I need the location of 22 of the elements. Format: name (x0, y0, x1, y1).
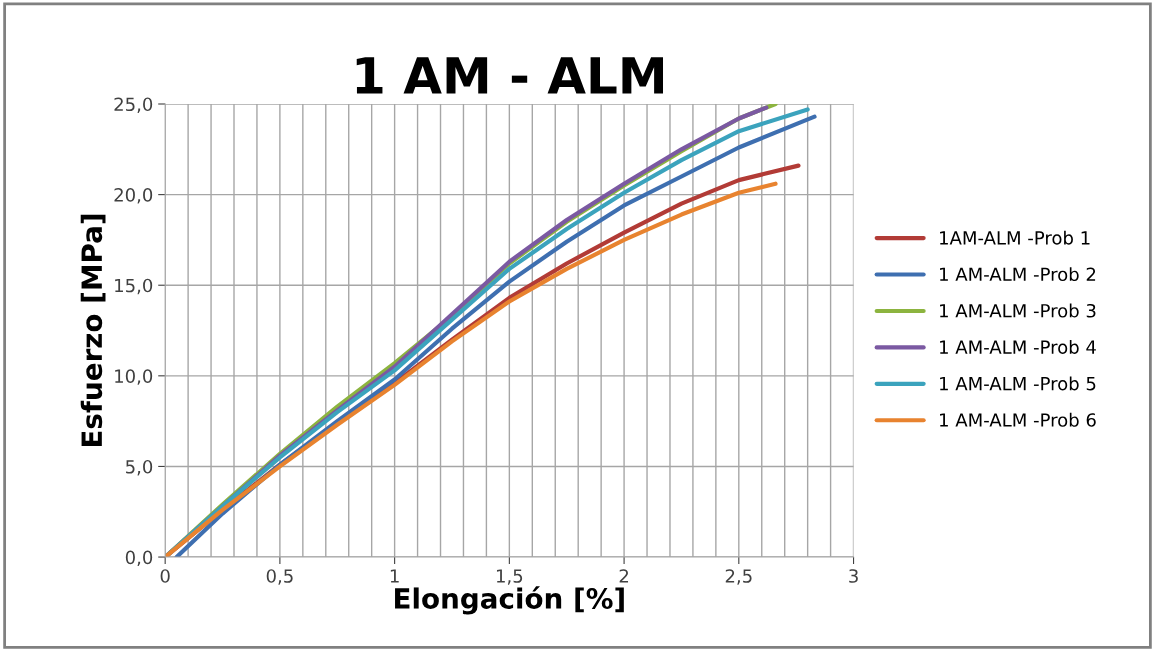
legend-label: 1AM-ALM -Prob 1 (940, 230, 1090, 245)
x-tick-label: 2 (619, 569, 629, 583)
legend-label: 1 AM-ALM -Prob 6 (940, 412, 1096, 427)
legend-label: 1 AM-ALM -Prob 2 (940, 267, 1096, 282)
y-tick-label: 5,0 (126, 459, 153, 476)
x-tick-label: 2,5 (725, 569, 752, 585)
y-tick-label: 15,0 (115, 278, 153, 295)
legend-label: 1 AM-ALM -Prob 3 (940, 303, 1096, 318)
y-tick-label: 0,0 (125, 550, 153, 567)
legend-label: 1 AM-ALM -Prob 5 (940, 376, 1096, 391)
x-tick-label: 3 (849, 569, 858, 583)
y-tick-label: 10,0 (115, 369, 153, 385)
x-tick-label: 1 (390, 569, 399, 583)
x-axis-title: Elongación [%] (395, 586, 624, 615)
x-tick-label: 1,5 (496, 569, 523, 585)
legend-label: 1 AM-ALM -Prob 4 (940, 340, 1096, 354)
x-tick-label: 0,5 (266, 569, 293, 585)
y-tick-label: 25,0 (114, 97, 153, 113)
chart-title: 1 AM - ALM (356, 57, 664, 94)
y-tick-label: 20,0 (114, 188, 153, 204)
y-axis-title: Esfuerzo [MPa] (80, 214, 106, 447)
x-tick-label: 0 (160, 569, 170, 583)
